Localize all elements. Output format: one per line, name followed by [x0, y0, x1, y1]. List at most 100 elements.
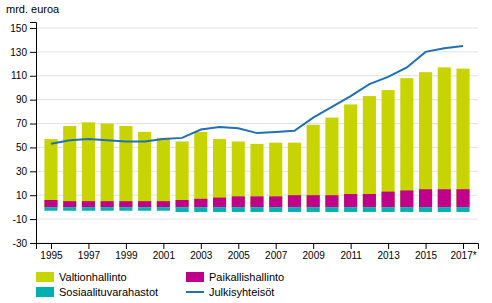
bar: [400, 78, 413, 207]
tick-mark: [30, 100, 36, 101]
bar: [307, 125, 320, 207]
bar: [419, 189, 432, 207]
x-tick: 2017*: [450, 243, 476, 261]
tick-label: -10: [13, 214, 28, 225]
tick-mark: [30, 171, 36, 172]
tick-mark: [163, 243, 164, 249]
tick-mark: [313, 243, 314, 249]
bar: [63, 201, 76, 207]
y-tick: 110: [11, 70, 36, 81]
tick-label: 50: [16, 142, 28, 153]
tick-label: 10: [16, 190, 28, 201]
bar: [400, 190, 413, 207]
bar: [382, 207, 395, 212]
bar: [101, 124, 114, 208]
x-tick: 1999: [115, 243, 138, 261]
bar: [438, 67, 451, 207]
bar: [232, 196, 245, 207]
x-tick: 2003: [190, 243, 213, 261]
bar: [101, 201, 114, 207]
tick-mark: [388, 243, 389, 249]
bar: [269, 196, 282, 207]
tick-mark: [30, 195, 36, 196]
grid-line: [36, 27, 478, 28]
bar: [382, 192, 395, 208]
legend-item: Julkisyhteisöt: [186, 286, 274, 298]
tick-mark: [30, 28, 36, 29]
bar: [363, 96, 376, 207]
bar: [250, 196, 263, 207]
y-tick: 50: [16, 142, 36, 153]
bar: [438, 189, 451, 207]
bar: [325, 195, 338, 207]
bar: [438, 207, 451, 212]
bar: [176, 141, 189, 207]
legend-label: Sosiaalituvarahastot: [59, 286, 158, 298]
tick-mark: [30, 243, 36, 244]
x-tick: 2005: [228, 243, 251, 261]
y-tick: 130: [10, 47, 36, 58]
bar: [456, 207, 469, 212]
x-tick: 2013: [377, 243, 400, 261]
y-tick: -10: [13, 214, 36, 225]
bar: [176, 207, 189, 212]
tick-label: 70: [16, 118, 28, 129]
bar: [194, 207, 207, 212]
bar: [44, 207, 57, 211]
tick-label: 1997: [78, 250, 101, 261]
x-tick: 2011: [340, 243, 362, 261]
tick-mark: [30, 52, 36, 53]
bar: [269, 207, 282, 212]
marks: [44, 46, 469, 212]
tick-label: 2003: [190, 250, 213, 261]
legend-swatch: [36, 287, 54, 297]
bar: [288, 195, 301, 207]
bar-series: [44, 207, 469, 212]
tick-label: 30: [16, 166, 28, 177]
tick-label: 2011: [340, 250, 362, 261]
bar: [269, 143, 282, 208]
tick-label: 2015: [415, 250, 438, 261]
grid: [36, 28, 478, 243]
x-tick: 2001: [153, 243, 176, 261]
tick-label: 1995: [40, 250, 63, 261]
x-tick: 2007: [265, 243, 288, 261]
bar: [176, 200, 189, 207]
bar: [63, 207, 76, 211]
tick-mark: [351, 243, 352, 249]
tick-mark: [88, 243, 89, 249]
tick-mark: [463, 243, 464, 249]
bar: [63, 126, 76, 207]
tick-label: 110: [11, 70, 27, 81]
bar: [44, 139, 57, 207]
legend-swatch: [186, 272, 204, 282]
bar: [213, 207, 226, 212]
bar: [288, 143, 301, 208]
legend-label: Paikallishallinto: [209, 271, 284, 283]
bar: [119, 207, 132, 211]
bar: [363, 194, 376, 207]
tick-mark: [126, 243, 127, 249]
legend-item: Paikallishallinto: [186, 271, 284, 283]
y-tick: 90: [16, 94, 36, 105]
bar: [82, 207, 95, 211]
bar: [288, 207, 301, 212]
bar: [325, 118, 338, 208]
bar: [138, 132, 151, 207]
bar: [213, 139, 226, 207]
tick-mark: [30, 219, 36, 220]
bar: [157, 201, 170, 207]
tick-mark: [30, 76, 36, 77]
plot: 1995 1997 1999 2001 2003 2005 2007 2009 2011 2013…: [10, 23, 478, 262]
bar: [456, 189, 469, 207]
x-axis: 1995 1997 1999 2001 2003 2005 2007 2009 2011 2013…: [37, 243, 479, 261]
tick-label: 150: [10, 23, 27, 34]
grid-line: [36, 75, 478, 76]
bar: [82, 122, 95, 207]
tick-label: 1999: [115, 250, 138, 261]
tick-label: 2009: [303, 250, 326, 261]
bar: [232, 141, 245, 207]
tick-label: 90: [16, 94, 28, 105]
bar: [119, 126, 132, 207]
bar: [400, 207, 413, 212]
